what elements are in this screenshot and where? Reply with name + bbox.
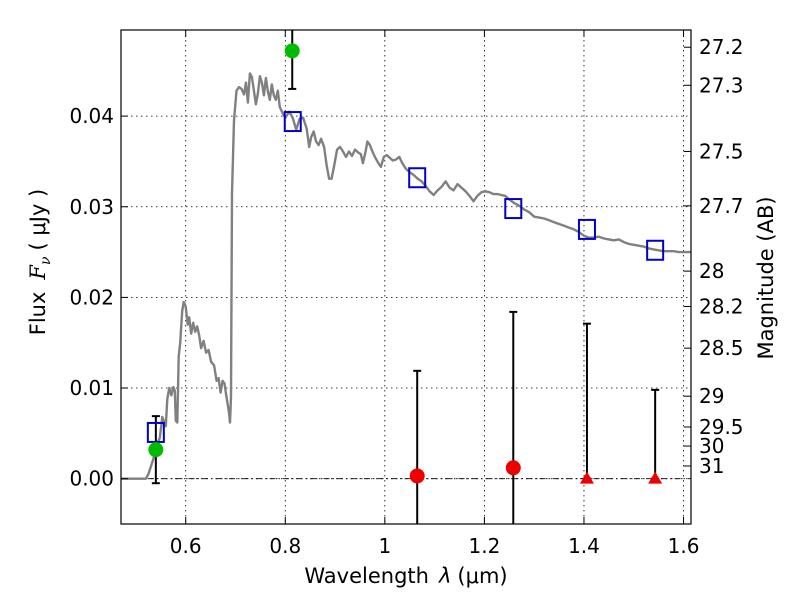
x-axis-label: Wavelength λ (μm) — [304, 564, 507, 588]
magnitude-tick-label: 28.2 — [699, 294, 744, 318]
model-photometry-square — [146, 421, 165, 443]
magnitude-tick-label: 28.5 — [699, 336, 744, 360]
x-axis-label-unit: (μm) — [457, 564, 507, 588]
detection-point — [284, 43, 300, 59]
y-axis-label-symbol: F — [26, 264, 50, 281]
model-photometry-square — [283, 111, 302, 133]
model-photometry-square — [504, 198, 523, 220]
magnitude-tick-label: 27.2 — [699, 35, 744, 59]
markers — [146, 43, 665, 484]
x-axis-label-symbol: λ — [438, 564, 451, 588]
magnitude-tick-label: 29 — [699, 384, 724, 408]
y-tick-label: 0.04 — [69, 104, 114, 128]
y-tick-label: 0.01 — [69, 376, 114, 400]
magnitude-tick-label: 28 — [699, 259, 724, 283]
y-axis-label-prefix: Flux — [26, 292, 50, 336]
magnitude-tick-label: 30 — [699, 434, 724, 458]
y-tick-label: 0.02 — [69, 285, 114, 309]
error-bars — [151, 30, 660, 524]
model-photometry-square — [577, 218, 596, 240]
upper-limit-marker — [579, 471, 594, 484]
x-axis-label-prefix: Wavelength — [304, 564, 429, 588]
x-tick-label: 1.6 — [668, 534, 700, 558]
non-detection-point — [409, 468, 425, 484]
plot-frame — [120, 29, 692, 525]
y-axis-ticks: 0.00 0.01 0.02 0.03 0.04 — [69, 104, 128, 491]
y-axis-label: Flux Fν ( μJy ) — [26, 189, 54, 335]
x-axis-ticks: 0.6 0.8 1 1.2 1.4 1.6 — [170, 30, 700, 558]
magnitude-tick-label: 27.3 — [699, 73, 744, 97]
y-axis-label-unit: ( μJy ) — [26, 189, 50, 251]
magnitude-tick-label: 27.5 — [699, 139, 744, 163]
model-photometry-square — [408, 167, 427, 189]
y-axis-label-subscript: ν — [38, 256, 54, 265]
x-tick-label: 0.6 — [170, 534, 202, 558]
magnitude-axis-label: Magnitude (AB) — [754, 196, 778, 359]
magnitude-tick-label: 31 — [699, 454, 724, 478]
non-detection-point — [505, 460, 521, 476]
x-tick-label: 1.2 — [468, 534, 500, 558]
magnitude-tick-label: 27.7 — [699, 194, 744, 218]
model-sed-line — [121, 72, 691, 480]
x-tick-label: 1 — [378, 534, 391, 558]
detection-point — [148, 442, 164, 458]
y-tick-label: 0.00 — [69, 467, 114, 491]
x-tick-label: 1.4 — [568, 534, 600, 558]
x-tick-label: 0.8 — [269, 534, 301, 558]
model-sed-layer — [121, 72, 691, 480]
model-photometry-square — [646, 239, 665, 261]
magnitude-tick-label: 29.5 — [699, 415, 744, 439]
grid — [121, 30, 691, 524]
y-tick-label: 0.03 — [69, 195, 114, 219]
upper-limit-marker — [648, 471, 663, 484]
